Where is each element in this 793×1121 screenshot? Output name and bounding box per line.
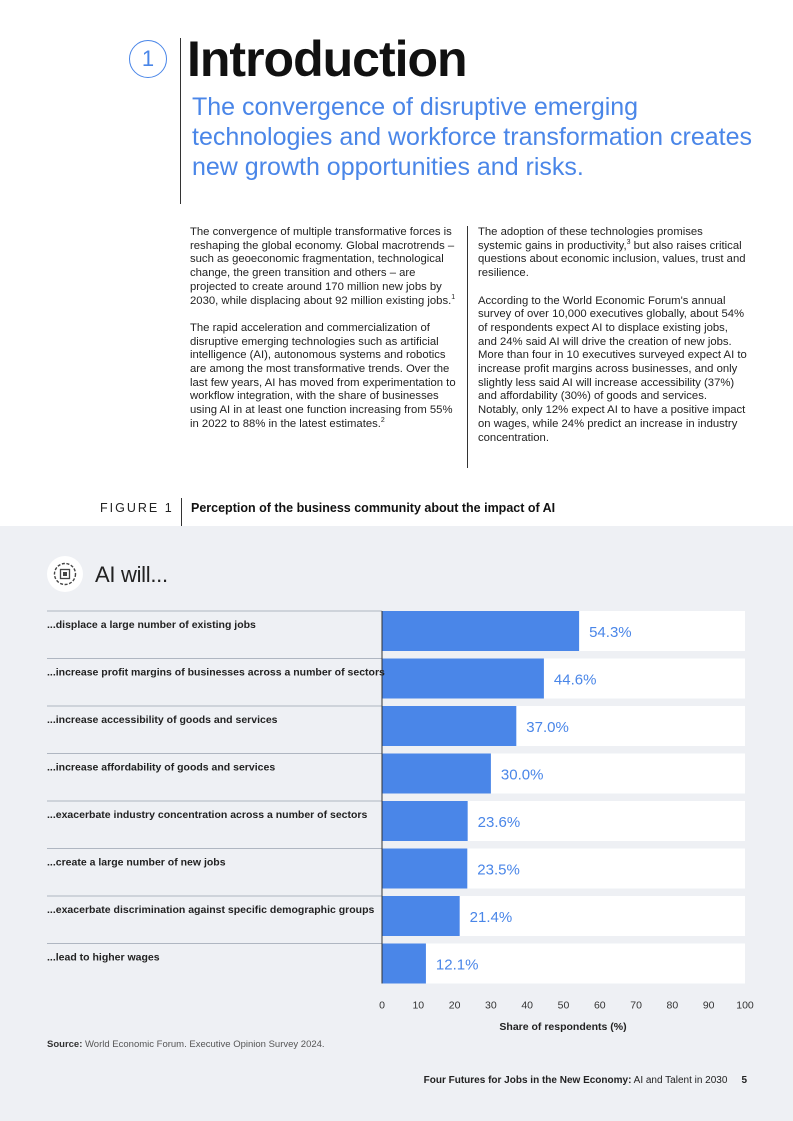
bar xyxy=(382,611,580,651)
value-label: 30.0% xyxy=(501,767,544,784)
category-label: ...displace a large number of existing j… xyxy=(47,619,256,631)
category-label: ...increase affordability of goods and s… xyxy=(47,762,275,774)
figure-title: Perception of the business community abo… xyxy=(191,501,556,515)
category-label: ...increase profit margins of businesses… xyxy=(47,667,385,679)
category-label: ...exacerbate discrimination against spe… xyxy=(47,904,375,916)
body-column-right: The adoption of these technologies promi… xyxy=(478,226,748,459)
column-divider xyxy=(467,226,468,468)
x-tick-label: 40 xyxy=(521,1000,533,1012)
x-tick-label: 80 xyxy=(667,1000,679,1012)
category-label: ...create a large number of new jobs xyxy=(47,857,226,869)
x-tick-label: 20 xyxy=(449,1000,461,1012)
figure-label: FIGURE 1 xyxy=(100,501,174,515)
value-label: 23.6% xyxy=(478,814,521,831)
x-tick-label: 30 xyxy=(485,1000,497,1012)
page-subtitle: The convergence of disruptive emerging t… xyxy=(192,93,753,181)
bar xyxy=(382,896,460,936)
x-tick-label: 0 xyxy=(379,1000,385,1012)
x-tick-label: 60 xyxy=(594,1000,606,1012)
chapter-number-badge: 1 xyxy=(129,40,167,78)
chart-heading: AI will... xyxy=(95,562,168,587)
paragraph: The rapid acceleration and commercializa… xyxy=(190,321,456,430)
x-tick-label: 70 xyxy=(630,1000,642,1012)
x-tick-label: 100 xyxy=(736,1000,754,1012)
title-divider xyxy=(180,38,181,204)
x-tick-label: 50 xyxy=(558,1000,570,1012)
bar xyxy=(382,658,544,699)
bar xyxy=(382,753,491,794)
category-label: ...increase accessibility of goods and s… xyxy=(47,714,278,726)
value-label: 21.4% xyxy=(470,909,513,926)
category-label: ...lead to higher wages xyxy=(47,952,160,964)
category-label: ...exacerbate industry concentration acr… xyxy=(47,809,368,821)
page-number: 5 xyxy=(741,1075,747,1086)
page-title: Introduction xyxy=(187,31,468,87)
body-column-left: The convergence of multiple transformati… xyxy=(190,226,462,445)
paragraph: The adoption of these technologies promi… xyxy=(478,226,746,280)
ai-chip-gear-icon xyxy=(47,556,83,592)
figure-divider xyxy=(181,498,182,526)
value-label: 54.3% xyxy=(589,624,632,641)
x-tick-label: 90 xyxy=(703,1000,715,1012)
paragraph: According to the World Economic Forum's … xyxy=(478,294,747,444)
page-footer: Four Futures for Jobs in the New Economy… xyxy=(423,1075,747,1086)
x-axis-title: Share of respondents (%) xyxy=(499,1021,626,1033)
bar xyxy=(382,848,468,889)
bar xyxy=(382,801,468,841)
value-label: 23.5% xyxy=(477,862,520,879)
bar-chart: ...displace a large number of existing j… xyxy=(47,610,754,1033)
value-label: 44.6% xyxy=(554,672,597,689)
bar-track xyxy=(382,943,745,984)
value-label: 12.1% xyxy=(436,957,479,974)
x-tick-label: 10 xyxy=(412,1000,424,1012)
paragraph: The convergence of multiple transformati… xyxy=(190,226,456,307)
bar xyxy=(382,706,517,746)
value-label: 37.0% xyxy=(526,719,569,736)
bar xyxy=(382,943,426,984)
source-note: Source: World Economic Forum. Executive … xyxy=(47,1039,325,1050)
